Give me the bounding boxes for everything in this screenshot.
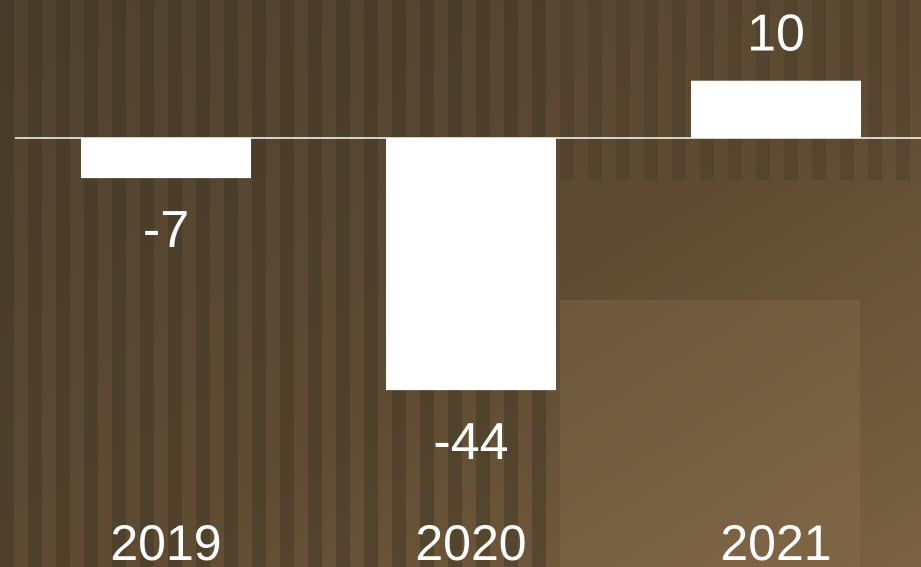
bar bbox=[81, 138, 251, 179]
bar bbox=[691, 80, 861, 138]
value-label: 10 bbox=[747, 4, 805, 62]
x-tick-label: 2019 bbox=[110, 515, 221, 567]
bar bbox=[386, 138, 556, 391]
x-tick-label: 2021 bbox=[720, 515, 831, 567]
x-tick-label: 2020 bbox=[415, 515, 526, 567]
plot-area: -7 2019 -44 2020 10 2021 bbox=[15, 4, 921, 567]
background-wall bbox=[560, 300, 860, 567]
value-label: -44 bbox=[433, 413, 508, 471]
value-label: -7 bbox=[143, 201, 189, 259]
